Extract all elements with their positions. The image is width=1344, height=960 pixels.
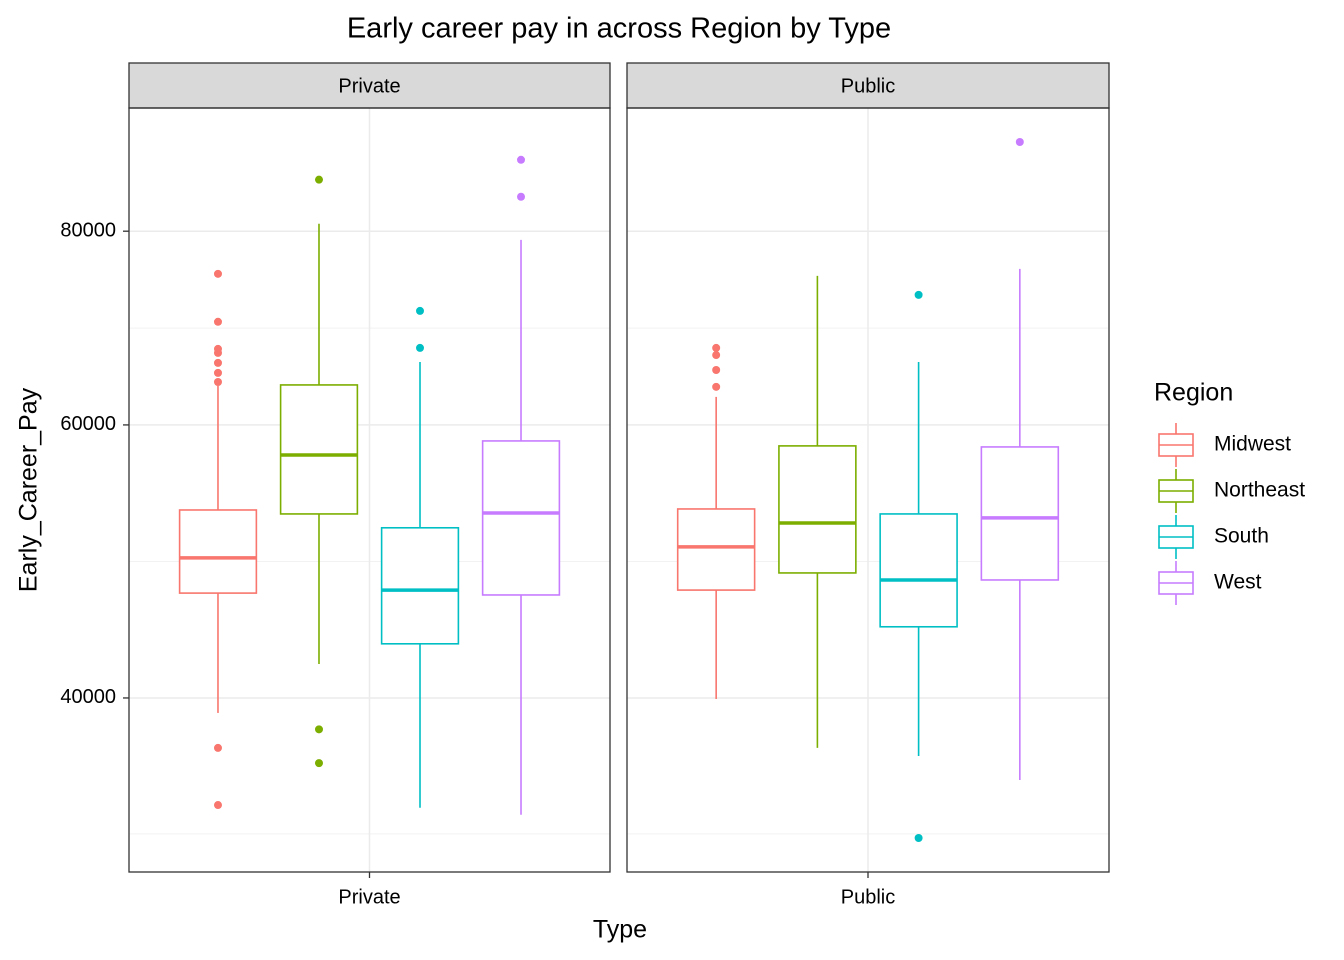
outlier <box>1015 138 1024 147</box>
box <box>980 446 1060 581</box>
y-tick-label: 80000 <box>60 219 116 241</box>
box <box>178 509 258 594</box>
outlier <box>213 377 222 386</box>
outlier <box>213 368 222 377</box>
panel-border <box>626 107 1110 873</box>
y-axis-label: Early_Career_Pay <box>15 387 43 592</box>
panel-border <box>128 107 611 873</box>
x-tick-label: Public <box>841 886 895 908</box>
outlier <box>517 155 526 164</box>
box <box>481 440 561 596</box>
legend-label: South <box>1214 525 1269 548</box>
y-tick-label: 60000 <box>60 413 116 435</box>
outlier <box>712 382 721 391</box>
x-tick-label: Private <box>338 886 400 908</box>
strip-label: Public <box>841 75 895 97</box>
outlier <box>213 317 222 326</box>
legend-label: West <box>1214 571 1262 594</box>
legend-title: Region <box>1154 379 1233 407</box>
outlier <box>314 175 323 184</box>
outlier <box>712 351 721 360</box>
box <box>778 445 857 574</box>
box <box>676 508 756 591</box>
y-tick-label: 40000 <box>60 686 116 708</box>
outlier <box>213 348 222 357</box>
outlier <box>213 801 222 810</box>
strip <box>626 62 1110 109</box>
strip-label: Private <box>338 75 400 97</box>
outlier <box>914 833 923 842</box>
outlier <box>416 306 425 315</box>
legend-label: Northeast <box>1214 479 1305 502</box>
outlier <box>213 358 222 367</box>
legend-label: Midwest <box>1214 433 1291 456</box>
outlier <box>213 269 222 278</box>
outlier <box>712 343 721 352</box>
outlier <box>416 343 425 352</box>
outlier <box>314 759 323 768</box>
outlier <box>314 725 323 734</box>
box <box>279 384 359 515</box>
chart-title: Early career pay in across Region by Typ… <box>347 13 891 45</box>
box <box>380 526 460 645</box>
box <box>879 513 958 628</box>
x-axis-label: Type <box>593 916 647 944</box>
outlier <box>914 290 923 299</box>
outlier <box>712 365 721 374</box>
outlier <box>213 743 222 752</box>
outlier <box>517 192 526 201</box>
